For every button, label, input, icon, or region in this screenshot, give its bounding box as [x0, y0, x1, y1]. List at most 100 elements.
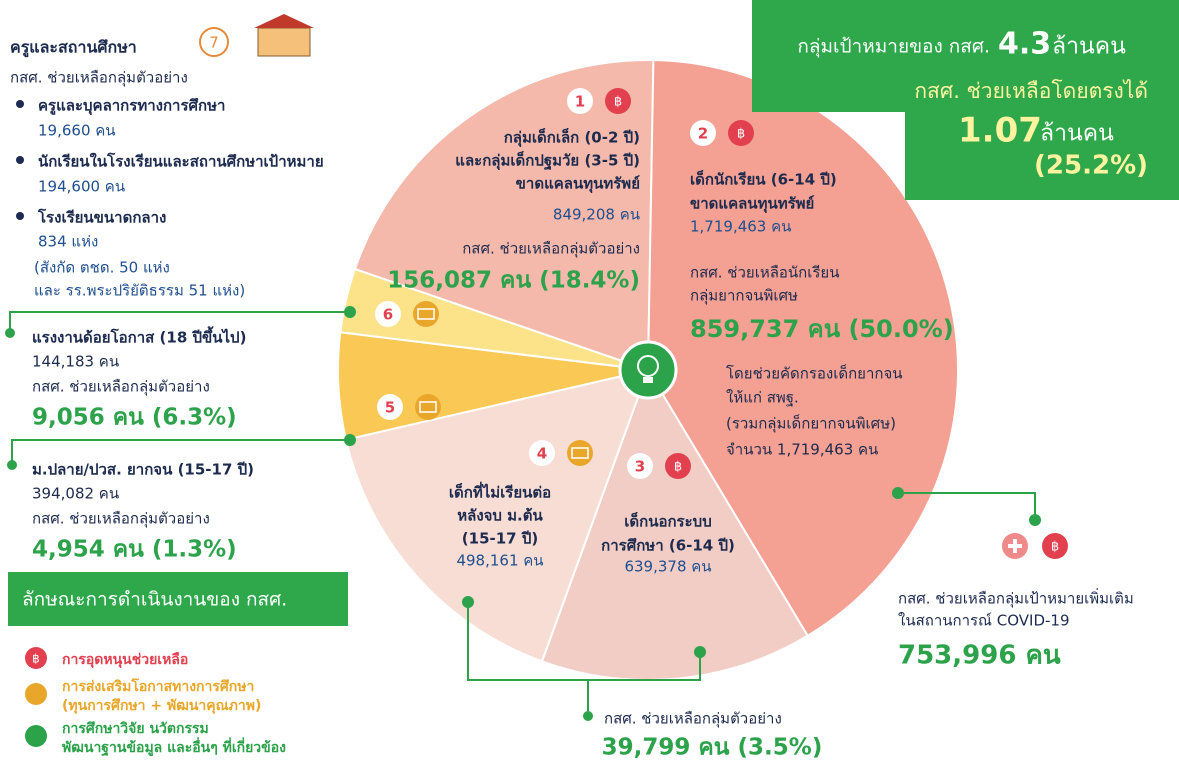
help-value: 39,799 คน (3.5%) [602, 735, 823, 761]
note: โดยช่วยคัดกรองเด็กยากจน [726, 364, 903, 383]
group-title: แรงงานด้อยโอกาส (18 ปีขึ้นไป) [32, 326, 246, 347]
badge [377, 394, 403, 420]
legend-item: การศึกษาวิจัย นวัตกรรม [62, 720, 209, 737]
dot [462, 596, 474, 608]
group-count: 144,183 คน [32, 353, 119, 371]
dot [344, 306, 356, 318]
pie [337, 59, 959, 681]
direct-pct: (25.2%) [1034, 151, 1148, 181]
pie-wedge [339, 267, 649, 371]
pie-wedge [540, 367, 810, 681]
school-roof [254, 14, 314, 28]
help-label: กสศ. ช่วยเหลือกลุ่มตัวอย่าง [462, 240, 640, 259]
help-label: กสศ. ช่วยเหลือนักเรียน [690, 264, 839, 282]
covid-label: ในสถานการณ์ COVID-19 [898, 612, 1070, 630]
badge [627, 453, 653, 479]
help-value: 4,954 คน (1.3%) [32, 537, 237, 563]
legend-title: ลักษณะการดำเนินงานของ กสศ. [22, 589, 287, 611]
legend-icon [25, 647, 47, 669]
group-title: (15-17 ปี) [462, 530, 538, 548]
book [571, 447, 589, 459]
book-icon [413, 301, 439, 327]
badge [690, 120, 716, 146]
center-icon [618, 340, 678, 400]
dot [892, 487, 904, 499]
group-number: 6 [383, 306, 393, 324]
group-title: ขาดแคลนทุนทรัพย์ [690, 195, 814, 214]
note: ให้แก่ สพฐ. [726, 389, 799, 407]
dot [694, 646, 706, 658]
baht: ฿ [737, 127, 745, 142]
group-title: เด็กนอกระบบ [624, 512, 711, 531]
book [417, 308, 435, 320]
group-title: เด็กนักเรียน (6-14 ปี) [690, 170, 837, 189]
target-value: 4.3 [998, 27, 1051, 62]
help-value: 9,056 คน (6.3%) [32, 405, 237, 431]
help-label: กลุ่มยากจนพิเศษ [690, 287, 798, 306]
target-label: กลุ่มเป้าหมายของ กสศ. [797, 36, 990, 59]
group-count: 394,082 คน [32, 485, 119, 503]
group-number: 3 [635, 458, 645, 476]
item-value: 19,660 คน [38, 122, 116, 140]
group-title: ม.ปลาย/ปวส. ยากจน (15-17 ปี) [32, 461, 254, 479]
pie-wedge [353, 59, 655, 372]
group-title: การศึกษา (6-14 ปี) [601, 537, 735, 555]
group-title: หลังจบ ม.ต้น [457, 507, 543, 525]
note: จำนวน 1,719,463 คน [726, 441, 878, 459]
baht-icon [605, 88, 631, 114]
baht: ฿ [1051, 540, 1059, 555]
bullet [16, 100, 24, 108]
legend-item: พัฒนาฐานข้อมูล และอื่นๆ ที่เกี่ยวข้อง [62, 737, 286, 757]
group-number: 2 [698, 125, 708, 143]
badge [529, 440, 555, 466]
school-icon [257, 27, 311, 57]
group-title: และกลุ่มเด็กปฐมวัย (3-5 ปี) [455, 151, 640, 171]
direct-label: กสศ. ช่วยเหลือโดยตรงได้ [914, 79, 1148, 103]
item-value: 834 แห่ง [38, 233, 98, 251]
book-icon [415, 394, 441, 420]
book-icon [567, 440, 593, 466]
help-value: 156,087 คน (18.4%) [387, 268, 640, 294]
dot [1029, 514, 1041, 526]
baht-icon [665, 453, 691, 479]
note: (รวมกลุ่มเด็กยากจนพิเศษ) [726, 414, 896, 434]
legend-box [8, 572, 348, 626]
connector [11, 439, 350, 465]
teachers-number: 7 [209, 34, 219, 52]
help-label: กสศ. ช่วยเหลือกลุ่มตัวอย่าง [32, 510, 210, 529]
covid-label: กสศ. ช่วยเหลือกลุ่มเป้าหมายเพิ่มเติม [898, 588, 1134, 609]
teachers-title: ครูและสถานศึกษา [10, 38, 137, 59]
group-title: ขาดแคลนทุนทรัพย์ [516, 175, 640, 194]
group-count: 498,161 คน [456, 552, 543, 570]
group-number: 4 [537, 445, 547, 463]
legend-icon [25, 683, 47, 705]
connector [898, 492, 1036, 520]
group-number: 1 [575, 93, 585, 111]
baht: ฿ [674, 460, 682, 475]
legend-item: การอุดหนุนช่วยเหลือ [62, 652, 188, 668]
badge [375, 301, 401, 327]
target-box [752, 0, 1179, 200]
covid-value: 753,996 คน [898, 641, 1061, 671]
dot [583, 711, 593, 721]
group-count: 849,208 คน [553, 206, 640, 224]
dot [344, 434, 356, 446]
badge [199, 27, 229, 57]
dot [7, 460, 17, 470]
bulb [637, 355, 659, 377]
item-value: 194,600 คน [38, 178, 125, 196]
dot [5, 328, 15, 338]
direct-value: 1.07 [958, 111, 1042, 151]
help-value: 859,737 คน (50.0%) [690, 315, 954, 343]
bullet [16, 156, 24, 164]
item-label: ครูและบุคลากรทางการศึกษา [38, 97, 225, 116]
item-note: (สังกัด ตชด. 50 แห่ง [34, 259, 170, 277]
item-note: และ รร.พระปริยัติธรรม 51 แห่ง) [34, 282, 245, 300]
plus [1008, 539, 1022, 553]
baht-icon [728, 120, 754, 146]
group-number: 5 [385, 399, 395, 417]
help-label: กสศ. ช่วยเหลือกลุ่มตัวอย่าง [32, 378, 210, 397]
direct-unit: ล้านคน [1040, 121, 1114, 147]
baht: ฿ [614, 95, 622, 110]
